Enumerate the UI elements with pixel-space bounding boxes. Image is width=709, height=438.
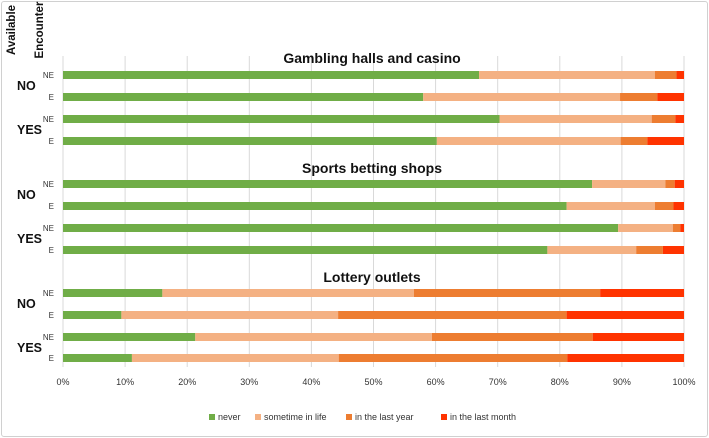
legend-swatch <box>209 414 215 420</box>
bar-segment <box>162 289 414 297</box>
bar-segment <box>651 115 676 123</box>
bar-segment <box>672 224 681 232</box>
legend-label: in the last year <box>355 412 414 422</box>
bar-segment <box>567 354 684 362</box>
x-tick-label: 70% <box>489 377 507 387</box>
bar-segment <box>63 202 567 210</box>
x-tick-label: 40% <box>302 377 320 387</box>
bar-label: E <box>49 311 54 320</box>
group-label: YES <box>17 232 42 246</box>
bar-segment <box>676 71 684 79</box>
bar-label: NE <box>43 115 54 124</box>
x-tick-label: 10% <box>116 377 134 387</box>
x-tick-label: 100% <box>672 377 695 387</box>
x-tick-label: 80% <box>551 377 569 387</box>
bar-segment <box>413 289 601 297</box>
row-header: Available <box>6 5 18 55</box>
bar-label: NE <box>43 333 54 342</box>
bar-segment <box>657 93 684 101</box>
bar-segment <box>63 333 196 341</box>
bar-segment <box>662 246 684 254</box>
bar-segment <box>592 180 666 188</box>
bar-segment <box>636 246 663 254</box>
bar-label: NE <box>43 71 54 80</box>
group-label: NO <box>17 79 36 93</box>
bar-segment <box>63 93 424 101</box>
bar-segment <box>131 354 339 362</box>
group-label: NO <box>17 297 36 311</box>
bar-label: E <box>49 202 54 211</box>
bar-segment <box>431 333 593 341</box>
bar-segment <box>63 246 548 254</box>
section-title: Lottery outlets <box>323 269 420 285</box>
x-tick-label: 0% <box>56 377 69 387</box>
bar-segment <box>618 224 673 232</box>
bar-segment <box>566 311 684 319</box>
bar-segment <box>675 115 684 123</box>
legend-swatch <box>346 414 352 420</box>
bar-segment <box>63 311 122 319</box>
bar-segment <box>338 354 568 362</box>
bar-segment <box>195 333 432 341</box>
x-tick-label: 20% <box>178 377 196 387</box>
bar-segment <box>63 354 132 362</box>
x-tick-label: 90% <box>613 377 631 387</box>
bar-label: E <box>49 137 54 146</box>
bar-segment <box>673 202 684 210</box>
bar-segment <box>63 115 500 123</box>
bar-label: NE <box>43 180 54 189</box>
bar-segment <box>654 71 677 79</box>
bar-segment <box>63 137 437 145</box>
x-tick-label: 50% <box>364 377 382 387</box>
legend-label: in the last month <box>450 412 516 422</box>
bar-label: NE <box>43 224 54 233</box>
bar-label: E <box>49 93 54 102</box>
legend-swatch <box>441 414 447 420</box>
bar-segment <box>63 224 619 232</box>
bar-segment <box>499 115 652 123</box>
bar-segment <box>647 137 684 145</box>
bar-segment <box>600 289 684 297</box>
bar-segment <box>620 93 658 101</box>
legend-label: sometime in life <box>264 412 327 422</box>
group-label: NO <box>17 188 36 202</box>
section-title: Sports betting shops <box>302 160 442 176</box>
group-label: YES <box>17 341 42 355</box>
bar-segment <box>63 180 593 188</box>
x-tick-label: 60% <box>427 377 445 387</box>
bar-label: E <box>49 246 54 255</box>
bar-segment <box>479 71 655 79</box>
bar-label: E <box>49 354 54 363</box>
bar-segment <box>665 180 675 188</box>
bar-segment <box>63 289 163 297</box>
row-header: Encounter <box>34 1 46 58</box>
group-label: YES <box>17 123 42 137</box>
legend-swatch <box>255 414 261 420</box>
bar-segment <box>592 333 684 341</box>
bar-segment <box>423 93 621 101</box>
bar-segment <box>63 71 480 79</box>
bar-segment <box>566 202 655 210</box>
bar-segment <box>620 137 648 145</box>
bar-segment <box>674 180 684 188</box>
section-title: Gambling halls and casino <box>283 50 460 66</box>
bar-segment <box>436 137 621 145</box>
legend-label: never <box>218 412 241 422</box>
bar-segment <box>547 246 637 254</box>
bar-segment <box>680 224 684 232</box>
bar-segment <box>121 311 339 319</box>
bar-segment <box>338 311 567 319</box>
x-tick-label: 30% <box>240 377 258 387</box>
bar-label: NE <box>43 289 54 298</box>
bar-segment <box>654 202 674 210</box>
